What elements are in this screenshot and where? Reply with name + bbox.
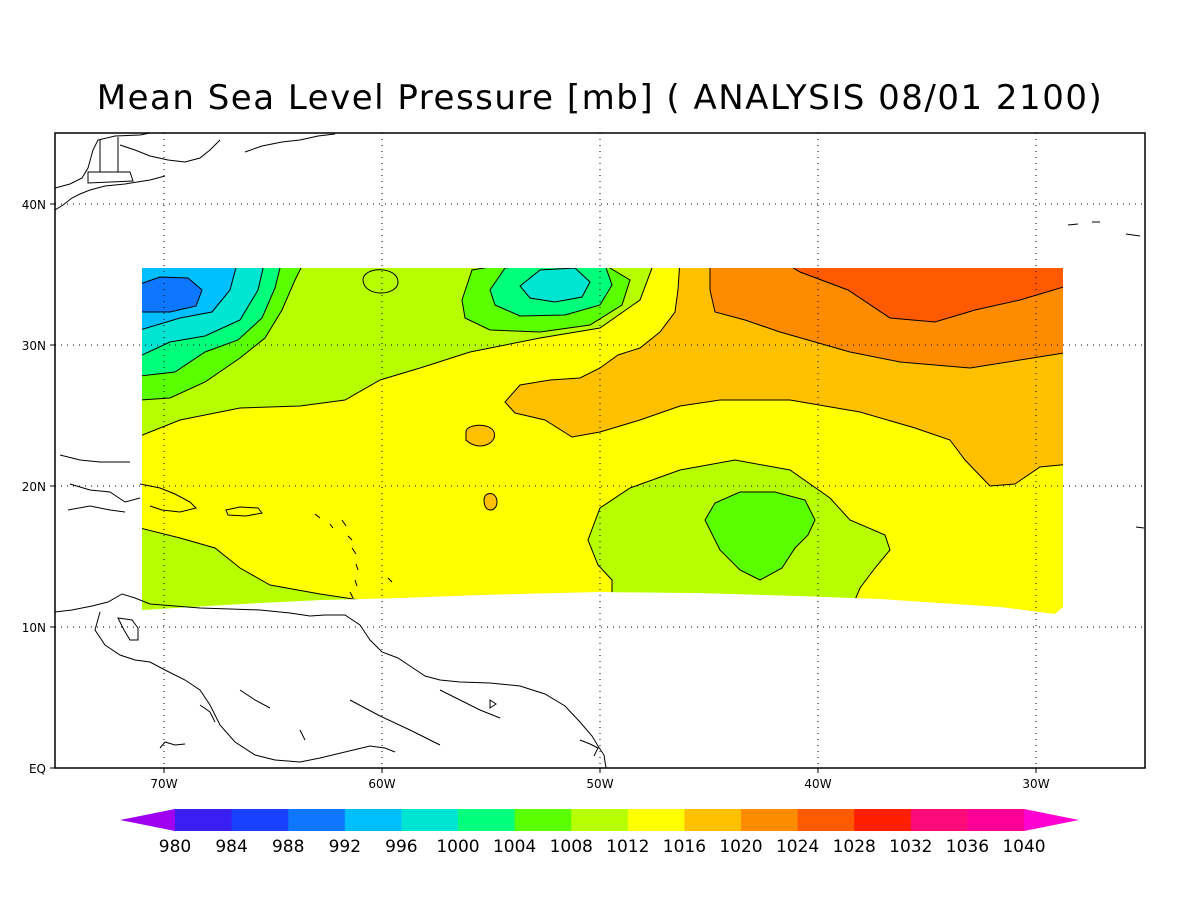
colorbar-label: 1036 xyxy=(946,837,989,857)
colorbar-label: 1032 xyxy=(889,837,932,857)
coastline-azores xyxy=(1067,221,1144,529)
colorbar-swatch xyxy=(854,809,912,831)
colorbar-swatch xyxy=(684,809,742,831)
coastline-south-america xyxy=(55,593,607,768)
colorbar-label: 1016 xyxy=(663,837,706,857)
lat-label: 40N xyxy=(22,198,46,212)
colorbar-label: 1028 xyxy=(833,837,876,857)
colorbar-over-triangle xyxy=(1024,809,1079,831)
coastline-amazon-delta xyxy=(159,739,599,757)
colorbar-swatch xyxy=(344,809,402,831)
lat-labels: EQ 10N 20N 30N 40N xyxy=(22,198,46,776)
coastline-lesser-antilles xyxy=(314,513,393,599)
colorbar-label: 996 xyxy=(385,837,417,857)
colorbar-swatch xyxy=(458,809,516,831)
map-title: Mean Sea Level Pressure [mb] ( ANALYSIS … xyxy=(96,78,1104,118)
colorbar-swatch xyxy=(401,809,459,831)
colorbar-swatch xyxy=(514,809,572,831)
coastline-puerto-rico xyxy=(225,506,263,517)
colorbar-swatch xyxy=(288,809,346,831)
colorbar-label: 988 xyxy=(272,837,304,857)
lat-label: 30N xyxy=(22,339,46,353)
colorbar-swatch xyxy=(175,809,233,831)
colorbar-label: 992 xyxy=(329,837,361,857)
lon-labels: 70W 60W 50W 40W 30W xyxy=(150,777,1049,791)
field-992-west xyxy=(142,276,203,313)
field-1028-high xyxy=(778,268,1063,323)
coastline-lake-maracaibo xyxy=(117,617,139,641)
coastline-greater-antilles xyxy=(59,454,197,513)
lon-label: 30W xyxy=(1022,777,1049,791)
colorbar-label: 1004 xyxy=(493,837,536,857)
lon-label: 50W xyxy=(586,777,613,791)
colorbar-swatch xyxy=(797,809,855,831)
pressure-field xyxy=(142,268,1063,614)
coastline-maritimes xyxy=(119,139,221,163)
coastlines xyxy=(55,133,1144,768)
colorbar-swatch xyxy=(571,809,629,831)
field-1000-mid xyxy=(519,268,591,303)
field-1012-band-sw xyxy=(142,527,361,614)
colorbar-label: 1000 xyxy=(436,837,479,857)
colorbar-label: 1020 xyxy=(719,837,762,857)
coastline-northeast-us xyxy=(55,175,166,211)
lon-label: 70W xyxy=(150,777,177,791)
coastline-new-england xyxy=(55,133,151,189)
tick-marks xyxy=(50,203,1037,773)
coastline-nova-scotia xyxy=(244,133,336,153)
field-1020-blob-a xyxy=(465,424,495,447)
colorbar-swatch xyxy=(967,809,1025,831)
lon-label: 40W xyxy=(804,777,831,791)
colorbar-label: 1008 xyxy=(550,837,593,857)
colorbar-swatch xyxy=(231,809,289,831)
field-1020-blob-b xyxy=(483,493,498,511)
field-1008-south xyxy=(704,491,816,581)
colorbar-label: 980 xyxy=(159,837,191,857)
colorbar-swatch xyxy=(627,809,685,831)
coastline-state-borders xyxy=(87,137,134,184)
lat-label: 10N xyxy=(22,621,46,635)
colorbar-label: 1024 xyxy=(776,837,819,857)
colorbar: 980 984 988 992 996 1000 1004 1008 1012 1016 1020 1… xyxy=(120,809,1079,857)
field-1012-blob xyxy=(362,269,399,294)
colorbar-under-triangle xyxy=(120,809,175,831)
colorbar-label: 1012 xyxy=(606,837,649,857)
lon-label: 60W xyxy=(368,777,395,791)
lat-label: 20N xyxy=(22,480,46,494)
colorbar-label: 1040 xyxy=(1002,837,1045,857)
colorbar-swatch xyxy=(910,809,968,831)
colorbar-label: 984 xyxy=(215,837,247,857)
lat-label: EQ xyxy=(29,762,46,776)
coastline-south-america-interior xyxy=(94,611,501,763)
colorbar-swatch xyxy=(741,809,799,831)
